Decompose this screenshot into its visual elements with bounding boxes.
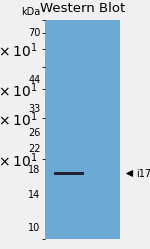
Text: 22: 22: [28, 144, 40, 154]
Text: 14: 14: [28, 190, 40, 200]
Bar: [54, 172, 84, 175]
Text: 26: 26: [28, 128, 40, 138]
Text: 70: 70: [28, 28, 40, 38]
Text: Western Blot: Western Blot: [40, 2, 125, 15]
Text: 33: 33: [28, 104, 40, 114]
Text: 10: 10: [28, 223, 40, 234]
Text: kDa: kDa: [21, 7, 40, 17]
Text: ⅰ17kDa: ⅰ17kDa: [136, 169, 150, 179]
Text: 18: 18: [28, 165, 40, 175]
Text: 44: 44: [28, 75, 40, 85]
